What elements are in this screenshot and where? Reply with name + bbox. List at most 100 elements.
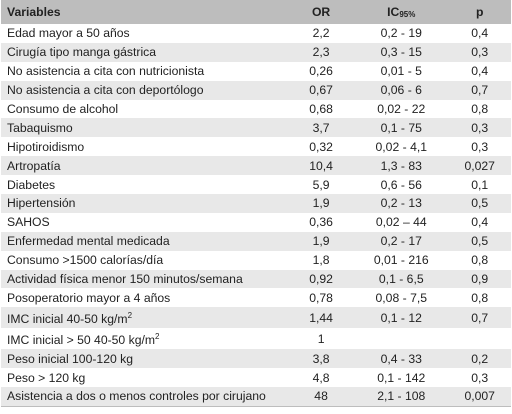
cell-variable: Asistencia a dos o menos controles por c… (1, 387, 289, 407)
header-row: Variables OR IC95% p (1, 0, 511, 24)
cell-p: 0,5 (471, 234, 489, 249)
table-row: Tabaquismo 3,7 0,1 - 75 0,3 (1, 118, 511, 138)
variable-label: Consumo de alcohol (7, 102, 119, 116)
table-header: Variables OR IC95% p (1, 0, 511, 24)
cell-or: 4,8 (312, 370, 330, 385)
cell-p: 0,3 (471, 45, 489, 60)
cell-p: 0,3 (471, 120, 489, 135)
cell-ic: 0,02 - 4,1 (375, 139, 428, 154)
header-p: p (475, 5, 484, 19)
header-ic-subscript: 95% (399, 10, 416, 19)
cell-or: 0,68 (309, 102, 333, 116)
table-row: Hipotiroidismo 0,32 0,02 - 4,1 0,3 (1, 137, 511, 157)
odds-ratio-table: Variables OR IC95% p Edad mayor a 50 año… (1, 0, 511, 407)
cell-or: 0,32 (309, 139, 333, 154)
variable-label: Consumo >1500 calorías/día (7, 253, 164, 268)
cell-p: 0,7 (471, 83, 489, 98)
cell-p: 0,4 (471, 26, 489, 41)
variable-label: Peso > 120 kg (7, 370, 86, 385)
cell-p: 0,9 (471, 272, 489, 287)
table-row: Artropatía 10,4 1,3 - 83 0,027 (1, 156, 511, 176)
cell-variable: IMC inicial > 50 40-50 kg/m2 (1, 328, 288, 349)
variable-label: No asistencia a cita con deportólogo (7, 83, 204, 98)
variable-label: Enfermedad mental medicada (7, 234, 170, 249)
cell-variable: Consumo >1500 calorías/día (1, 251, 288, 270)
cell-variable: Consumo de alcohol (1, 100, 288, 119)
cell-ic: 0,1 - 6,5 (378, 272, 424, 287)
cell-variable: Peso > 120 kg (1, 368, 288, 387)
cell-variable: Hipertensión (1, 194, 288, 213)
variable-label: Cirugía tipo manga gástrica (7, 45, 157, 60)
cell-variable: Enfermedad mental medicada (1, 232, 288, 251)
variable-label: Artropatía (7, 158, 61, 173)
variable-label: IMC inicial > 50 40-50 kg/m (7, 333, 156, 348)
table-row: No asistencia a cita con deportólogo 0,67… (1, 80, 511, 100)
cell-or: 48 (288, 387, 355, 407)
header-variables: Variables (7, 5, 61, 19)
cell-p: 0,007 (448, 387, 511, 407)
cell-p: 0,4 (471, 64, 489, 79)
cell-variable: Tabaquismo (1, 118, 288, 137)
cell-or: 1,9 (312, 196, 330, 211)
cell-or: 1,44 (309, 310, 333, 325)
variable-label: Tabaquismo (7, 120, 73, 135)
variable-label: Edad mayor a 50 años (7, 26, 130, 41)
cell-variable: SAHOS (1, 213, 288, 232)
cell-p: 0,3 (471, 139, 489, 154)
variable-label: Asistencia a dos o menos controles por c… (7, 389, 266, 404)
table-row: Diabetes 5,9 0,6 - 56 0,1 (1, 175, 511, 195)
table-row: No asistencia a cita con nutricionista 0,… (1, 61, 511, 81)
variable-label: Posoperatorio mayor a 4 años (7, 290, 171, 305)
cell-or: 2,2 (312, 26, 330, 41)
cell-p: 0,1 (471, 177, 489, 192)
cell-variable: Hipotiroidismo (1, 137, 288, 156)
unit-superscript: 2 (127, 311, 133, 321)
cell-p: 0,3 (471, 370, 489, 385)
cell-variable: No asistencia a cita con nutricionista (1, 62, 288, 81)
cell-or: 1 (317, 331, 325, 346)
table-row: IMC inicial > 50 40-50 kg/m2 1 (1, 328, 511, 350)
cell-ic: 0,01 - 216 (373, 253, 429, 268)
header-or: OR (311, 5, 331, 19)
cell-variable: Posoperatorio mayor a 4 años (1, 288, 288, 307)
cell-variable: Peso inicial 100-120 kg (1, 349, 288, 368)
table-row: Peso inicial 100-120 kg 3,8 0,4 - 33 0,2 (1, 349, 511, 369)
cell-ic: 0,3 - 15 (380, 45, 422, 60)
cell-or: 0,67 (309, 83, 333, 98)
cell-or: 1,9 (312, 234, 330, 249)
cell-ic: 0,1 - 12 (380, 310, 422, 325)
variable-label: No asistencia a cita con nutricionista (7, 64, 205, 79)
variable-label: SAHOS (7, 215, 50, 230)
cell-variable: Artropatía (1, 156, 288, 175)
variable-label: Actividad física menor 150 minutos/seman… (7, 272, 243, 287)
table-row: Asistencia a dos o menos controles por c… (1, 387, 511, 407)
cell-variable: Diabetes (1, 175, 288, 194)
variable-label: Hipotiroidismo (7, 139, 85, 154)
cell-p: 0,8 (471, 290, 489, 305)
cell-or: 1,8 (312, 253, 330, 268)
cell-variable: Cirugía tipo manga gástrica (1, 43, 288, 62)
variable-label: IMC inicial 40-50 kg/m (7, 312, 128, 327)
cell-variable: Edad mayor a 50 años (1, 24, 288, 43)
table-row: Enfermedad mental medicada 1,9 0,2 - 17 0,5 (1, 231, 511, 251)
cell-p: 0,027 (464, 158, 495, 173)
table-row: Cirugía tipo manga gástrica 2,3 0,3 - 15 0,… (1, 42, 511, 62)
table-row: Consumo de alcohol 0,68 0,02 - 22 0,8 (1, 99, 511, 119)
cell-ic: 0,01 - 5 (380, 64, 422, 79)
cell-ic: 0,2 - 13 (380, 196, 422, 211)
cell-ic: 0,08 - 7,5 (375, 290, 428, 305)
cell-or: 0,78 (309, 290, 333, 305)
cell-or: 2,3 (312, 45, 330, 60)
cell-ic: 0,02 - 22 (377, 102, 426, 116)
table-row: Hipertensión 1,9 0,2 - 13 0,5 (1, 194, 511, 213)
cell-ic: 0,02 – 44 (375, 215, 427, 230)
cell-or: 10,4 (309, 158, 333, 173)
cell-p: 0,2 (471, 351, 489, 366)
cell-ic: 0,2 - 19 (380, 26, 422, 41)
cell-ic: 0,4 - 33 (380, 351, 422, 366)
cell-p: 0,7 (471, 310, 489, 325)
header-ic: IC95% (354, 0, 448, 24)
cell-ic (354, 328, 448, 349)
table-row: Actividad física menor 150 minutos/seman… (1, 269, 511, 289)
cell-p: 0,8 (471, 102, 489, 116)
